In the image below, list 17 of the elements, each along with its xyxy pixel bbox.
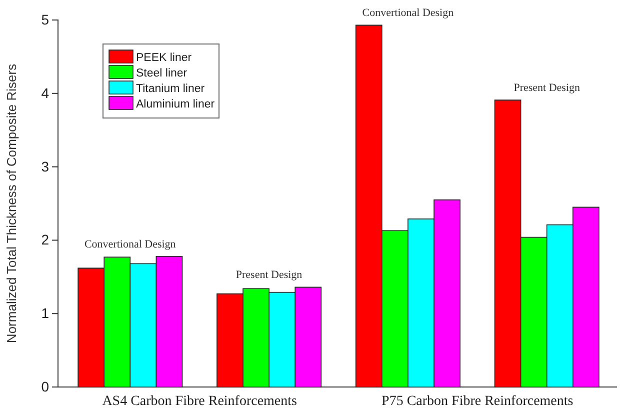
y-tick-label: 3 <box>41 158 50 174</box>
x-tick-label: Present Design <box>236 269 303 282</box>
x-tick-label: Present Design <box>514 82 580 94</box>
y-axis-title: Normalized Total Thickness of Composite Risers <box>4 63 19 344</box>
text: P75 Carbon Fibre Reinforcements <box>382 394 574 409</box>
legend-label: PEEK liner <box>136 52 192 64</box>
y-tick-label: 4 <box>41 84 50 101</box>
legend-label: Aluminium liner <box>136 98 215 110</box>
legend-label: Steel liner <box>136 68 188 80</box>
y-tick-label: 2 <box>41 232 50 248</box>
x-tick-label: Convertional Design <box>84 238 176 250</box>
x-tick-label: Convertional Design <box>362 7 454 20</box>
y-tick-label: 1 <box>41 305 50 322</box>
legend-label: Titanium liner <box>136 83 205 95</box>
y-tick-label: 0 <box>41 378 50 394</box>
y-tick-label: 5 <box>41 11 50 28</box>
text: AS4 Carbon Fibre Reinforcements <box>102 394 297 409</box>
